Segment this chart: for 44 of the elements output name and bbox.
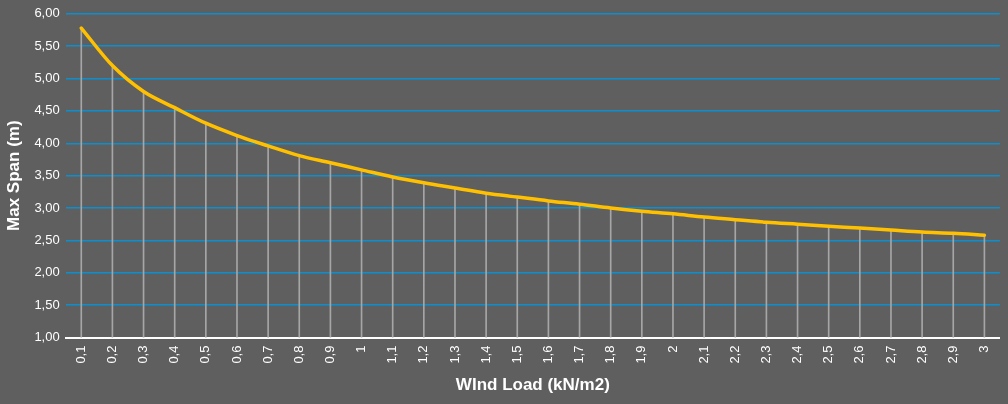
x-tick-label: 1,4 <box>477 345 493 364</box>
x-tick-label: 2,2 <box>726 345 742 364</box>
x-tick-label: 0,6 <box>228 345 244 364</box>
x-tick-label: 0,9 <box>321 345 337 364</box>
x-tick-label: 2,3 <box>757 345 773 364</box>
x-tick-label: 0,8 <box>290 345 306 364</box>
y-tick-label: 2,50 <box>34 231 60 247</box>
y-tick-label: 5,00 <box>34 70 60 86</box>
x-tick-label: 1,1 <box>384 345 400 364</box>
x-tick-label: 2,5 <box>820 345 836 364</box>
x-tick-label: 2,6 <box>851 345 867 364</box>
y-tick-label: 3,00 <box>34 199 60 215</box>
x-tick-label: 1,2 <box>415 345 431 364</box>
x-tick-label: 0,4 <box>166 345 182 364</box>
x-tick-label: 1,9 <box>633 345 649 364</box>
x-tick-label: 1,5 <box>508 345 524 364</box>
x-tick-label: 1,6 <box>539 345 555 364</box>
y-tick-label: 1,00 <box>34 329 60 345</box>
x-tick-label: 0,5 <box>197 345 213 364</box>
x-tick-label: 0,2 <box>103 345 119 364</box>
x-tick-label: 2,4 <box>789 345 805 364</box>
x-tick-label: 1,3 <box>446 345 462 364</box>
y-tick-label: 1,50 <box>34 296 60 312</box>
x-tick-label: 2,9 <box>944 345 960 364</box>
x-axis-title: WInd Load (kN/m2) <box>455 375 610 395</box>
x-tick-label: 1,8 <box>602 345 618 364</box>
x-tick-label: 1,7 <box>571 345 587 364</box>
y-tick-label: 2,00 <box>34 264 60 280</box>
y-tick-label: 6,00 <box>34 5 60 21</box>
y-tick-label: 3,50 <box>34 167 60 183</box>
x-tick-label: 0,1 <box>72 345 88 364</box>
x-tick-label: 2,8 <box>913 345 929 364</box>
y-tick-label: 4,50 <box>34 102 60 118</box>
x-tick-label: 2,7 <box>882 345 898 364</box>
line-series <box>79 26 987 237</box>
x-tick-label: 1 <box>353 345 369 353</box>
y-axis-title: Max Span (m) <box>3 120 23 231</box>
x-tick-label: 3 <box>975 345 991 353</box>
x-tick-label: 0,3 <box>135 345 151 364</box>
x-tick-label: 0,7 <box>259 345 275 364</box>
x-tick-label: 2 <box>664 345 680 353</box>
x-tick-label: 2,1 <box>695 345 711 364</box>
y-tick-label: 4,00 <box>34 134 60 150</box>
y-tick-label: 5,50 <box>34 37 60 53</box>
